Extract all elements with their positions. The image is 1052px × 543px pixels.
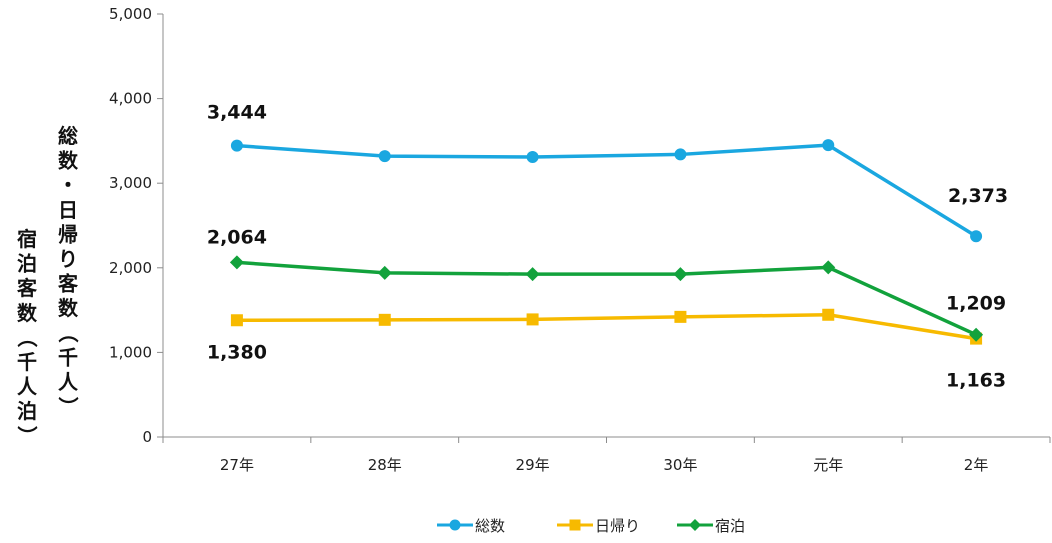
legend-item: 宿泊 [677, 517, 745, 535]
x-tick-label: 元年 [813, 456, 843, 474]
axis-title-char: 帰 [58, 222, 78, 246]
legend-label: 日帰り [595, 517, 640, 535]
series-1 [230, 308, 983, 345]
axes: 0 1,000 2,000 3,000 4,000 5,000 27年 28年 29年 30年 元年… [15, 5, 1051, 474]
data-point [378, 150, 391, 163]
data-point [526, 313, 539, 326]
legend-item: 総数 [437, 517, 505, 535]
x-tick-label: 2年 [964, 456, 989, 474]
series-2 [229, 255, 984, 342]
data-point [526, 150, 539, 163]
axis-title-char: 日 [58, 198, 78, 222]
legend-label: 総数 [475, 517, 505, 535]
data-point [377, 265, 392, 280]
data-point [229, 255, 244, 270]
axis-title-char: 数 [58, 296, 79, 320]
axis-title-char: 泊 [17, 399, 37, 423]
axis-title-char: 総 [58, 124, 78, 148]
axis-title-char: 客 [57, 272, 79, 296]
series-line [236, 143, 978, 238]
x-tick-label: 29年 [516, 456, 550, 474]
legend-label: 宿泊 [715, 517, 745, 535]
legend: 総数 日帰り 宿泊 [437, 517, 745, 535]
axis-title-char: ・ [58, 173, 78, 197]
data-point [230, 314, 243, 327]
y-tick-label: 5,000 [109, 5, 152, 23]
axis-title-char: 千 [58, 345, 78, 369]
data-point [822, 139, 835, 152]
axis-title-char: 宿 [17, 227, 37, 251]
axis-title-char: 人 [17, 375, 38, 399]
legend-marker [569, 519, 581, 531]
data-label: 1,163 [946, 370, 1006, 392]
x-tick-label: 30年 [663, 456, 697, 474]
data-point [822, 308, 835, 321]
series-group [229, 139, 984, 345]
data-label: 3,444 [207, 102, 267, 124]
y-tick-label: 4,000 [109, 90, 152, 108]
axis-title-char: 数 [58, 149, 79, 173]
y-tick-label: 2,000 [109, 259, 152, 277]
axis-title-char: 人 [58, 370, 79, 394]
data-label: 2,373 [948, 185, 1008, 207]
data-point [969, 327, 984, 342]
legend-marker [449, 519, 461, 531]
axis-title-char: ） [56, 397, 80, 417]
axis-title-char: り [58, 247, 78, 271]
data-label: 2,064 [207, 226, 267, 248]
axis-title-char: 数 [17, 301, 38, 325]
legend-item: 日帰り [557, 517, 640, 535]
data-point [970, 230, 983, 243]
data-point [674, 148, 687, 161]
y-tick-label: 1,000 [109, 343, 152, 361]
data-label: 1,380 [207, 341, 267, 363]
axis-title-char: ） [15, 426, 39, 446]
data-point [821, 260, 836, 275]
data-point [674, 310, 687, 323]
data-point [525, 267, 540, 282]
data-label: 1,209 [946, 293, 1006, 315]
series-line [236, 260, 977, 337]
data-point [230, 139, 243, 152]
axis-title-char: 千 [17, 350, 37, 374]
series-line [236, 313, 977, 341]
data-labels: 3,444 2,373 2,064 1,209 1,380 1,163 [207, 102, 1008, 392]
axis-title-char: 客 [16, 276, 38, 300]
axis-title-char: （ [15, 327, 39, 347]
x-tick-label: 28年 [368, 456, 402, 474]
x-tick-label: 27年 [220, 456, 254, 474]
axis-title-char: 泊 [17, 252, 37, 276]
data-point [673, 267, 688, 282]
series-0 [230, 139, 983, 243]
data-point [378, 313, 391, 326]
y-tick-label: 0 [142, 428, 152, 446]
axis-title-char: （ [56, 323, 80, 343]
legend-marker [689, 519, 701, 531]
y-tick-label: 3,000 [109, 174, 152, 192]
